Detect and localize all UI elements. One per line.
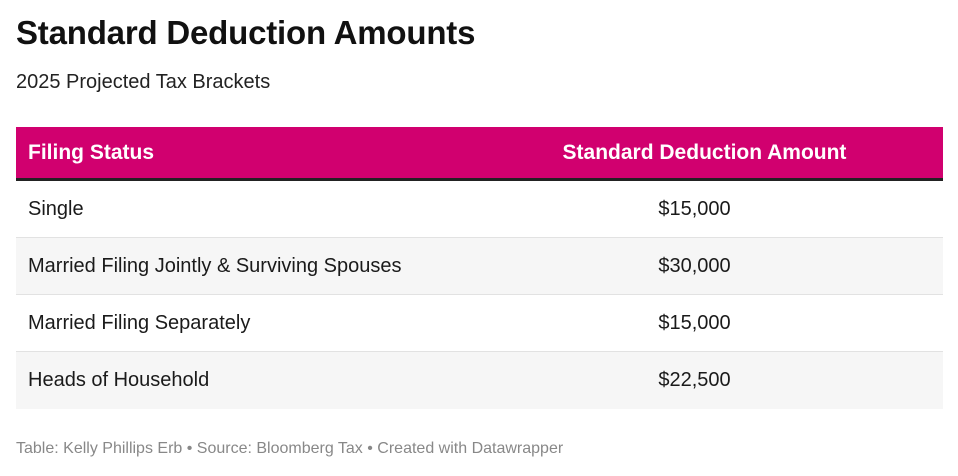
cell-deduction-amount: $30,000 (658, 254, 731, 277)
chart-title: Standard Deduction Amounts (16, 14, 476, 51)
cell-deduction-amount: $15,000 (658, 311, 731, 334)
column-header-filing-status: Filing Status (28, 140, 154, 164)
cell-deduction-amount: $22,500 (658, 369, 731, 391)
cell-filing-status: Married Filing Jointly & Surviving Spous… (28, 254, 402, 277)
table-row: Heads of Household $22,500 (16, 352, 943, 409)
cell-filing-status: Heads of Household (28, 369, 210, 391)
table-row: Married Filing Separately $15,000 (16, 295, 943, 352)
chart-subtitle: 2025 Projected Tax Brackets (16, 71, 271, 93)
table-row: Single $15,000 (16, 181, 943, 238)
cell-filing-status: Married Filing Separately (28, 311, 251, 334)
table-row: Married Filing Jointly & Surviving Spous… (16, 238, 943, 295)
cell-deduction-amount: $15,000 (658, 197, 731, 220)
deduction-table: Filing Status Standard Deduction Amount … (16, 127, 943, 409)
source-footer: Table: Kelly Phillips Erb • Source: Bloo… (16, 440, 564, 457)
cell-filing-status: Single (28, 197, 84, 220)
table-header: Filing Status Standard Deduction Amount (16, 127, 943, 181)
column-header-deduction-amount: Standard Deduction Amount (562, 140, 847, 164)
